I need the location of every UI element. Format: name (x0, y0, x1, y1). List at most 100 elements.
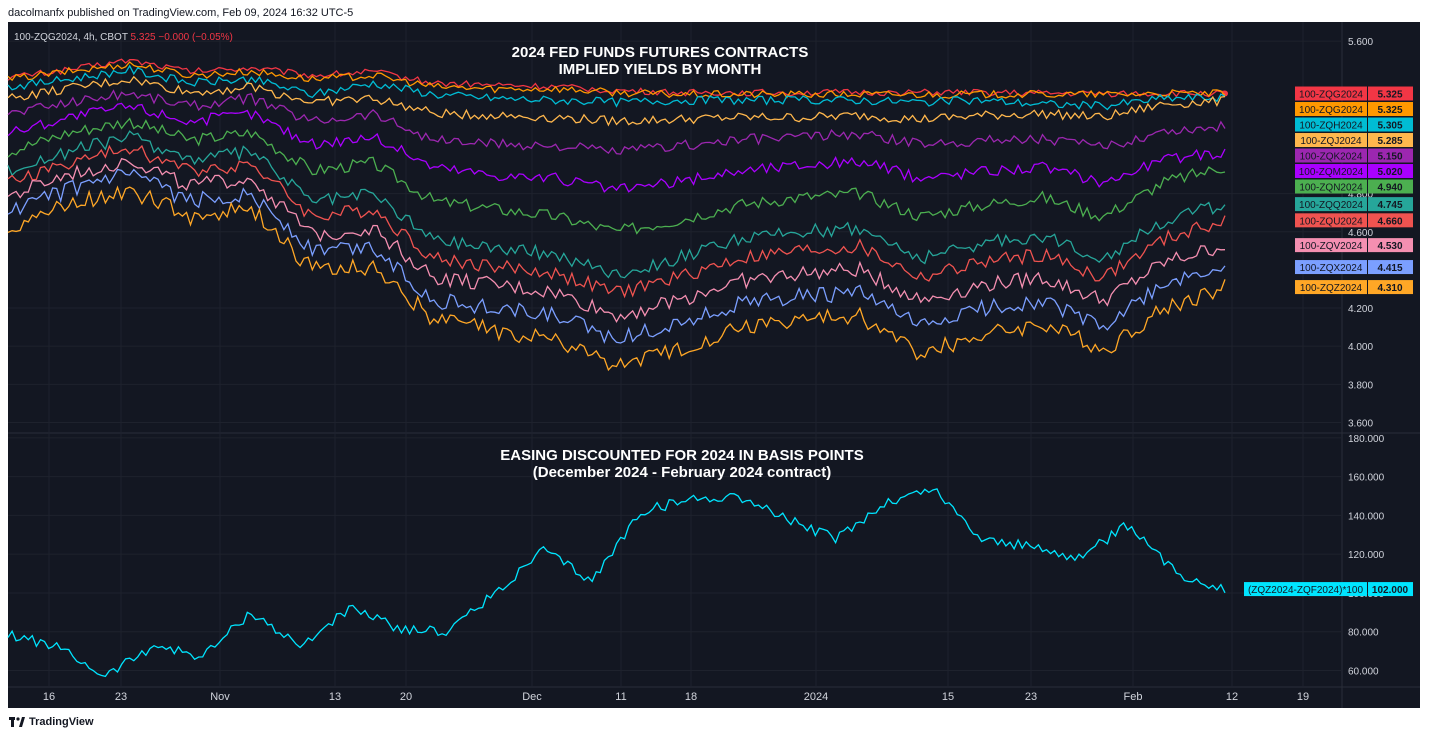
bottom-chart-title: EASING DISCOUNTED FOR 2024 IN BASIS POIN… (500, 447, 864, 464)
series-value-tag (1368, 260, 1413, 275)
series-value-tag (1368, 148, 1413, 163)
series-name-tag (1295, 86, 1367, 101)
series-line (7, 61, 1226, 99)
tradingview-icon (9, 717, 25, 727)
series-value-label: 4.745 (1377, 200, 1402, 211)
series-value-tag (1368, 102, 1413, 117)
series-value-label: 102.000 (1372, 585, 1409, 596)
x-tick-label: 23 (1025, 691, 1037, 703)
series-name-tag (1295, 117, 1367, 132)
y-tick-label: 5.600 (1348, 37, 1373, 48)
series-line (7, 102, 1226, 193)
y-tick-label: 180.000 (1348, 434, 1385, 445)
series-name-label: 100-ZQZ2024 (1300, 283, 1363, 294)
series-name-label: 100-ZQV2024 (1300, 241, 1363, 252)
top-chart-title-block: 2024 FED FUNDS FUTURES CONTRACTS IMPLIED… (460, 44, 860, 78)
series-value-label: 4.940 (1377, 183, 1402, 194)
series-name-label: 100-ZQK2024 (1300, 152, 1363, 163)
x-tick-label: Feb (1124, 691, 1143, 703)
series-name-tag (1295, 260, 1367, 275)
series-line (7, 168, 1226, 344)
top-chart-subtitle: IMPLIED YIELDS BY MONTH (558, 61, 762, 78)
series-value-tag (1368, 133, 1413, 148)
x-tick-label: 19 (1297, 691, 1309, 703)
series-value-tag (1368, 280, 1413, 295)
x-tick-label: 18 (685, 691, 697, 703)
series-name-tag (1244, 582, 1367, 597)
x-tick-label: 2024 (804, 691, 828, 703)
series-value-label: 5.325 (1377, 105, 1402, 116)
symbol-change: −0.000 (−0.05%) (158, 32, 233, 43)
series-name-label: 100-ZQG2024 (1299, 105, 1363, 116)
y-tick-label: 140.000 (1348, 511, 1385, 522)
x-tick-label: Nov (210, 691, 230, 703)
series-name-label: 100-ZQM2024 (1299, 167, 1364, 178)
series-value-tag (1368, 86, 1413, 101)
series-name-tag (1295, 179, 1367, 194)
published-info: dacolmanfx published on TradingView.com,… (8, 7, 354, 19)
tradingview-logo[interactable]: TradingView (9, 716, 94, 728)
y-tick-label: 120.000 (1348, 550, 1385, 561)
y-tick-label: 4.800 (1348, 190, 1373, 201)
symbol-name: 100-ZQG2024, 4h, CBOT (14, 32, 128, 43)
series-line (7, 117, 1226, 235)
x-tick-label: 15 (942, 691, 954, 703)
series-value-tag (1368, 238, 1413, 253)
series-name-label: 100-ZQN2024 (1299, 183, 1363, 194)
y-tick-label: 3.800 (1348, 380, 1373, 391)
y-tick-label: 4.600 (1348, 228, 1373, 239)
series-name-tag (1295, 197, 1367, 212)
series-name-label: 100-ZQQ2024 (1299, 200, 1363, 211)
series-name-tag (1295, 148, 1367, 163)
series-name-label: 100-ZQH2024 (1299, 121, 1363, 132)
series-line (7, 185, 1226, 372)
symbol-price: 5.325 (130, 32, 156, 43)
series-value-label: 5.150 (1377, 152, 1402, 163)
bottom-chart-subtitle: (December 2024 - February 2024 contract) (532, 464, 832, 481)
series-value-tag (1368, 117, 1413, 132)
y-tick-label: 4.000 (1348, 342, 1373, 353)
y-tick-label: 4.200 (1348, 304, 1373, 315)
x-tick-label: 13 (329, 691, 341, 703)
series-name-tag (1295, 133, 1367, 148)
series-value-label: 5.325 (1377, 90, 1402, 101)
top-chart-title: 2024 FED FUNDS FUTURES CONTRACTS (511, 44, 809, 61)
series-value-tag (1368, 582, 1413, 597)
series-value-tag (1368, 179, 1413, 194)
series-value-label: 4.660 (1377, 216, 1402, 227)
series-name-tag (1295, 213, 1367, 228)
series-name-label: 100-ZQU2024 (1299, 216, 1363, 227)
series-name-label: 100-ZQX2024 (1300, 263, 1363, 274)
series-line (7, 89, 1226, 155)
series-line (7, 144, 1226, 299)
series-value-label: 4.530 (1377, 241, 1402, 252)
series-name-label: 100-ZQG2024 (1299, 90, 1363, 101)
x-tick-label: 20 (400, 691, 412, 703)
series-line (7, 157, 1226, 324)
series-value-label: 4.310 (1377, 283, 1402, 294)
series-line (7, 75, 1226, 127)
series-name-label: (ZQZ2024-ZQF2024)*100 (1248, 585, 1363, 596)
y-tick-label: 3.600 (1348, 418, 1373, 429)
y-tick-label: 160.000 (1348, 473, 1385, 484)
series-line (7, 488, 1226, 678)
x-tick-label: 23 (115, 691, 127, 703)
bottom-chart-title-block: EASING DISCOUNTED FOR 2024 IN BASIS POIN… (432, 447, 932, 481)
y-tick-label: 80.000 (1348, 628, 1379, 639)
series-value-label: 5.020 (1377, 167, 1402, 178)
series-line (7, 64, 1226, 111)
tradingview-brand: TradingView (29, 716, 94, 728)
series-value-label: 4.415 (1377, 263, 1402, 274)
series-name-tag (1295, 238, 1367, 253)
series-value-label: 5.285 (1377, 136, 1402, 147)
series-line (7, 130, 1226, 279)
series-name-tag (1295, 102, 1367, 117)
series-value-tag (1368, 164, 1413, 179)
symbol-legend[interactable]: 100-ZQG2024, 4h, CBOT 5.325 −0.000 (−0.0… (14, 32, 233, 43)
x-tick-label: 12 (1226, 691, 1238, 703)
x-tick-label: 16 (43, 691, 55, 703)
x-tick-label: Dec (522, 691, 542, 703)
series-name-tag (1295, 164, 1367, 179)
